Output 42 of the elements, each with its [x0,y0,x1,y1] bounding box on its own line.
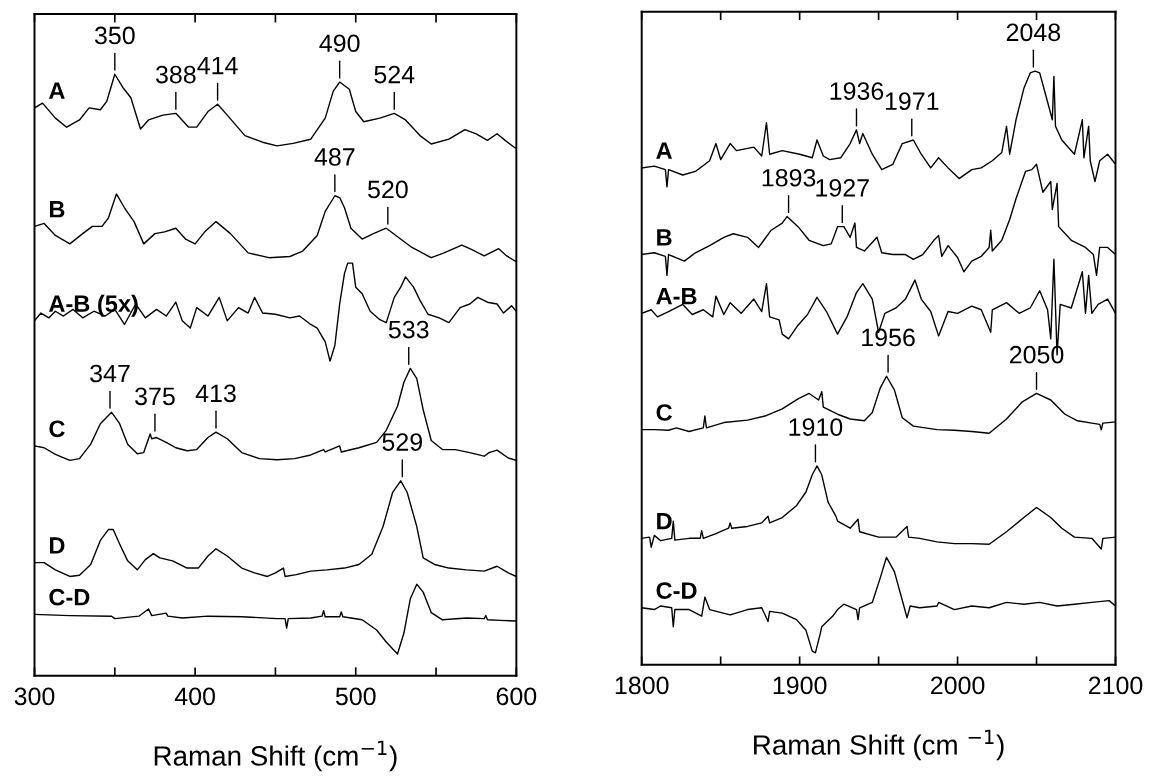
series-label: B [657,229,672,246]
series-label: A-B [656,288,697,305]
annotation: 375 [135,387,175,406]
annotation: 350 [94,26,135,45]
annotation: 413 [195,384,236,403]
annotation: 2050 [1009,345,1064,364]
annotation: 1927 [816,179,869,197]
annotation: 2048 [1006,23,1061,42]
x-tick-label: 1900 [773,676,827,695]
annotation: 1910 [789,418,843,436]
series-label: D [657,513,672,530]
series-label: C [656,404,672,421]
annotation: 388 [155,65,196,84]
annotation: 533 [388,320,429,339]
series-label: C-D [49,588,90,606]
series-label: B [49,201,65,218]
annotation: 347 [90,364,130,383]
annotation: 529 [382,433,422,451]
x-axis-title: Raman Shift (cm$^{−1}$) [154,740,397,772]
x-tick-label: 400 [174,687,215,706]
series-label: C [49,420,65,438]
series-label: A [656,142,673,159]
series-label: C-D [656,582,697,599]
series-label: A [48,82,65,99]
series-label: D [49,537,65,554]
x-tick-label: 300 [14,687,55,706]
annotation: 487 [314,148,355,166]
x-tick-label: 500 [335,687,376,706]
annotation: 490 [319,34,360,53]
series-label: A-B (5x) [48,294,138,317]
annotation: 1971 [885,92,939,111]
x-tick-label: 2000 [931,676,985,695]
x-tick-label: 600 [496,687,537,706]
annotation: 1956 [862,328,915,347]
annotation: 1936 [830,82,884,100]
annotation: 520 [368,180,408,199]
annotation: 1893 [762,168,816,187]
annotation: 414 [197,56,238,75]
x-axis-title: Raman Shift (cm $^{−1}$) [754,729,1004,761]
x-tick-label: 2100 [1088,676,1143,695]
annotation: 524 [374,65,415,84]
x-tick-label: 1800 [615,676,669,695]
